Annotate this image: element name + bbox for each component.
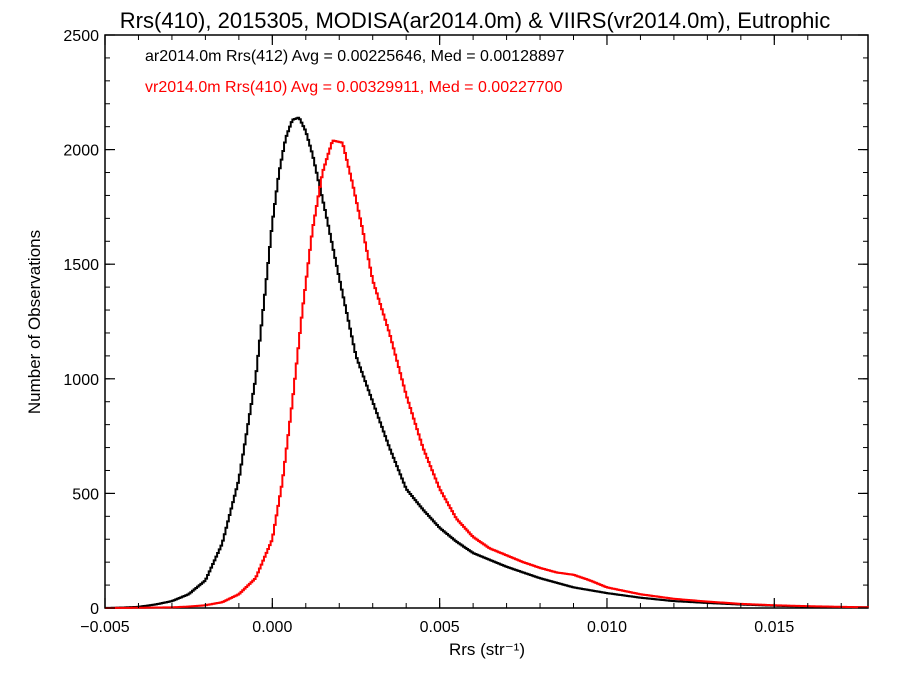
x-tick-label: 0.015 bbox=[754, 619, 794, 636]
y-tick-label: 0 bbox=[90, 601, 99, 618]
y-axis-label: Number of Observations bbox=[25, 230, 44, 414]
plot-frame bbox=[104, 34, 869, 609]
y-tick-label: 500 bbox=[72, 486, 99, 503]
y-tick-label: 2500 bbox=[63, 28, 99, 45]
chart-title: Rrs(410), 2015305, MODISA(ar2014.0m) & V… bbox=[120, 8, 830, 33]
y-tick-label: 1500 bbox=[63, 257, 99, 274]
x-axis-label: Rrs (str⁻¹) bbox=[449, 640, 525, 659]
legend-entry-red: vr2014.0m Rrs(410) Avg = 0.00329911, Med… bbox=[145, 79, 563, 96]
legend-entry-black: ar2014.0m Rrs(412) Avg = 0.00225646, Med… bbox=[145, 48, 565, 65]
plot-area: −0.005 0.000 0.005 0.010 0.015 0 500 1000 1500 20… bbox=[63, 28, 869, 636]
x-tick-label: 0.010 bbox=[587, 619, 627, 636]
series-layer bbox=[105, 116, 869, 609]
tick-layer: −0.005 0.000 0.005 0.010 0.015 0 500 1000 1500 20… bbox=[63, 28, 868, 636]
x-tick-label: 0.000 bbox=[252, 619, 292, 636]
x-tick-label: −0.005 bbox=[80, 619, 129, 636]
legend: ar2014.0m Rrs(412) Avg = 0.00225646, Med… bbox=[145, 48, 565, 96]
x-tick-label: 0.005 bbox=[420, 619, 460, 636]
y-tick-label: 1000 bbox=[63, 372, 99, 389]
series-line-1 bbox=[105, 139, 869, 609]
y-tick-label: 2000 bbox=[63, 143, 99, 160]
series-line-0 bbox=[105, 116, 868, 609]
